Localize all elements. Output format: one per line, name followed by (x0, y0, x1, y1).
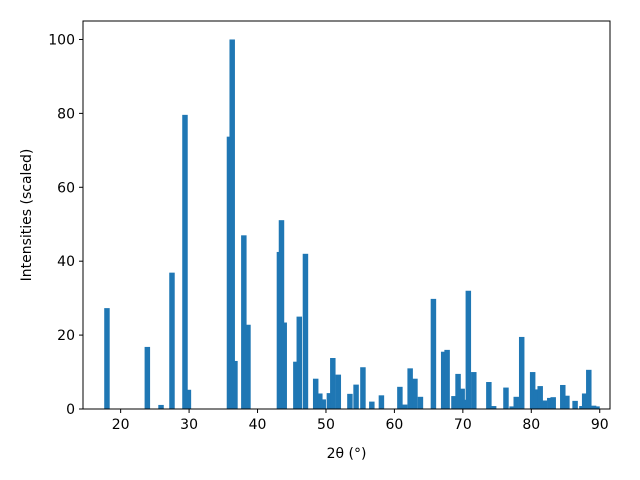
bar (407, 368, 413, 409)
bar (471, 372, 477, 409)
y-tick-label: 40 (57, 254, 75, 270)
bar (326, 393, 333, 409)
bar (293, 361, 299, 409)
bar (581, 393, 588, 409)
x-tick-label: 80 (522, 417, 540, 433)
bar (503, 387, 509, 409)
bar (401, 404, 408, 409)
bar (312, 378, 319, 409)
bar (347, 393, 353, 409)
bar (397, 386, 403, 409)
bar (550, 397, 556, 409)
bar (590, 405, 597, 409)
bar (547, 397, 553, 409)
bar (317, 393, 323, 409)
x-tick-label: 70 (454, 417, 472, 433)
bar (185, 389, 192, 409)
bar (440, 351, 447, 409)
x-tick-label: 20 (112, 417, 130, 433)
bar (369, 401, 375, 409)
bar (513, 396, 519, 409)
bar (378, 395, 385, 409)
y-axis-label: Intensities (scaled) (19, 149, 35, 282)
bar (104, 308, 110, 409)
bar (572, 400, 578, 409)
bar (444, 349, 450, 409)
bar (560, 384, 566, 409)
bar (278, 220, 285, 409)
y-tick-label: 100 (48, 32, 75, 48)
bar (417, 396, 424, 409)
bar (455, 373, 461, 409)
bar (241, 235, 247, 409)
bar (465, 290, 472, 409)
bar (594, 406, 600, 409)
x-axis-label: 2θ (°) (327, 446, 367, 462)
bar (245, 324, 251, 409)
y-tick-label: 80 (57, 106, 75, 122)
bar (459, 388, 465, 409)
bar (486, 382, 492, 409)
bars (104, 39, 600, 410)
y-tick-label: 0 (66, 402, 75, 418)
bar (281, 322, 287, 409)
y-tick-label: 60 (57, 180, 75, 196)
bar (529, 372, 536, 409)
bar (229, 39, 235, 409)
bar (169, 272, 175, 409)
bar (360, 367, 366, 409)
bar (353, 384, 359, 409)
bar (533, 389, 539, 409)
bar (182, 114, 188, 410)
bar (451, 396, 457, 409)
bar (430, 298, 437, 409)
bar (335, 374, 342, 409)
y-tick-label: 20 (57, 328, 75, 344)
plot-frame (82, 20, 611, 410)
bar (232, 360, 238, 409)
bar (518, 336, 525, 409)
bar (296, 316, 303, 409)
bar (490, 406, 497, 409)
x-tick-label: 30 (180, 417, 198, 433)
x-tick-label: 60 (385, 417, 403, 433)
bar (537, 386, 543, 409)
bar (509, 406, 515, 409)
bar (302, 253, 309, 409)
bar (158, 404, 164, 409)
y-axis: 0 20 40 60 80 100 (48, 32, 83, 418)
bar (412, 378, 418, 409)
x-tick-label: 90 (591, 417, 609, 433)
bar (462, 399, 468, 409)
bar (564, 395, 570, 409)
bar (586, 369, 592, 409)
bar (541, 400, 548, 409)
bar (144, 346, 151, 409)
bar (320, 399, 326, 409)
x-tick-label: 40 (249, 417, 267, 433)
x-tick-label: 50 (317, 417, 335, 433)
bar (330, 358, 336, 409)
x-axis: 20 30 40 50 60 70 80 90 (112, 409, 609, 433)
